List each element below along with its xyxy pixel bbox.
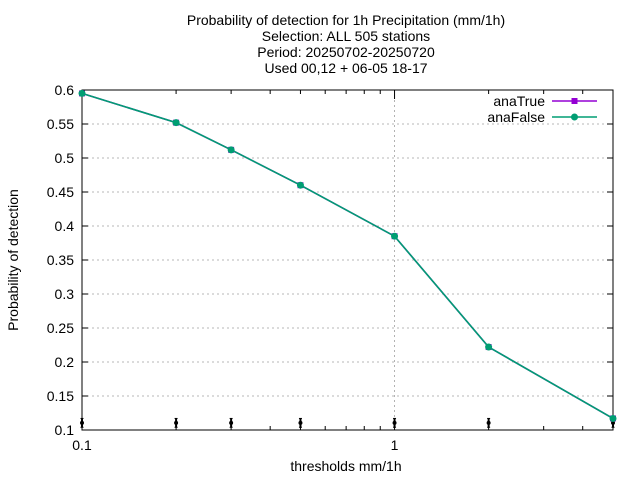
error-bar-point bbox=[229, 420, 234, 425]
series-line-anaFalse bbox=[81, 92, 614, 420]
legend-marker-anaFalse bbox=[571, 113, 578, 121]
title-line-2: Selection: ALL 505 stations bbox=[262, 28, 430, 44]
error-bar-point bbox=[611, 420, 615, 425]
error-bar-point bbox=[80, 420, 84, 425]
error-bars bbox=[80, 417, 615, 428]
title-line-4: Used 00,12 + 06-05 18-17 bbox=[264, 60, 427, 76]
title-line-1: Probability of detection for 1h Precipit… bbox=[187, 12, 505, 28]
legend-marker-anaTrue bbox=[571, 98, 578, 104]
y-tick-label: 0.6 bbox=[55, 82, 75, 98]
y-tick-label: 0.3 bbox=[55, 286, 75, 302]
y-tick-label: 0.35 bbox=[47, 252, 74, 268]
y-tick-label: 0.15 bbox=[47, 388, 74, 404]
axis-ticks: 0.1 0.15 0.2 0.25 0.3 0.35 0.4 0.45 0.5 0.55 0.6 0.… bbox=[47, 82, 613, 453]
series-lines bbox=[78, 89, 617, 422]
y-axis-label: Probability of detection bbox=[5, 189, 21, 331]
y-tick-label: 0.25 bbox=[47, 320, 74, 336]
data-point-anaFalse bbox=[78, 89, 86, 97]
error-bar-point bbox=[486, 420, 491, 425]
x-tick-label: 1 bbox=[391, 437, 399, 453]
data-point-anaFalse bbox=[485, 343, 493, 351]
y-tick-label: 0.55 bbox=[47, 116, 74, 132]
title-line-3: Period: 20250702-20250720 bbox=[257, 44, 435, 60]
x-tick-label: 0.1 bbox=[72, 437, 92, 453]
error-bar-point bbox=[392, 420, 397, 425]
error-bar-point bbox=[298, 420, 303, 425]
legend-label-anaTrue: anaTrue bbox=[493, 93, 545, 109]
y-tick-label: 0.4 bbox=[55, 218, 75, 234]
chart-title: Probability of detection for 1h Precipit… bbox=[187, 12, 505, 76]
data-point-anaFalse bbox=[609, 414, 617, 422]
y-tick-label: 0.2 bbox=[55, 354, 75, 370]
series-line-anaTrue bbox=[81, 92, 614, 420]
grid bbox=[82, 90, 613, 430]
x-axis-label: thresholds mm/1h bbox=[290, 458, 401, 474]
y-tick-label: 0.45 bbox=[47, 184, 74, 200]
data-point-anaFalse bbox=[296, 181, 304, 189]
data-point-anaFalse bbox=[391, 232, 399, 240]
data-point-anaFalse bbox=[227, 146, 235, 154]
y-tick-label: 0.1 bbox=[55, 422, 75, 438]
y-tick-label: 0.5 bbox=[55, 150, 75, 166]
legend-label-anaFalse: anaFalse bbox=[487, 109, 545, 125]
error-bar-point bbox=[174, 420, 179, 425]
data-point-anaFalse bbox=[172, 119, 180, 127]
